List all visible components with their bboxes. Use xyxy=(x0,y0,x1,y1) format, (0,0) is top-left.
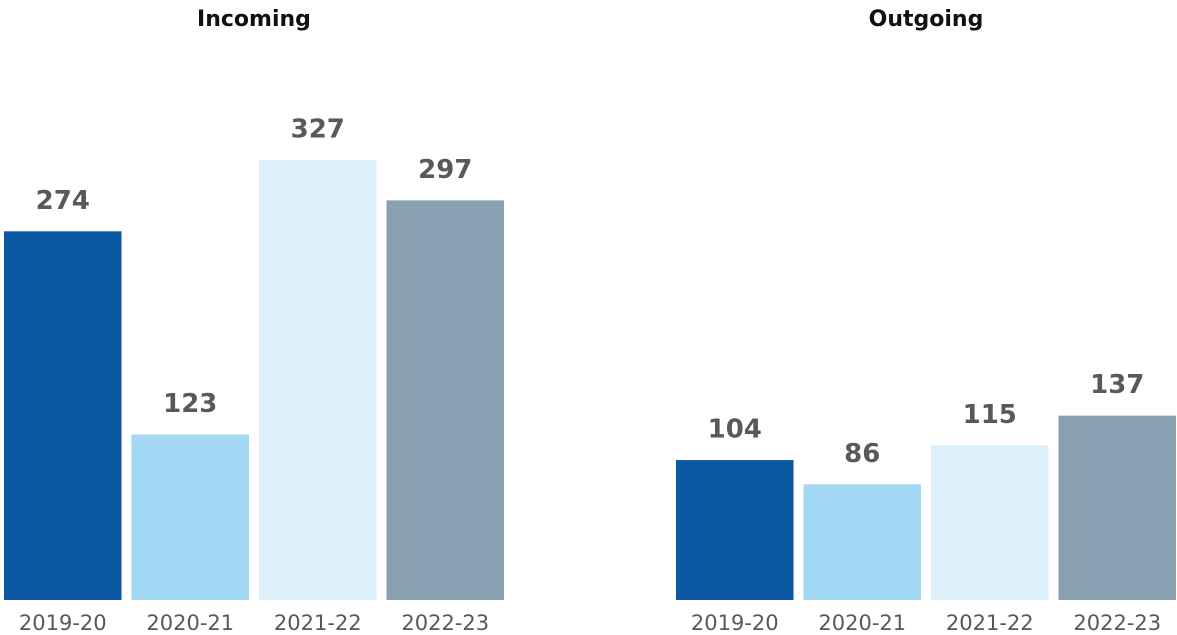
x-tick-label: 2022-23 xyxy=(1073,611,1161,635)
value-label: 104 xyxy=(708,415,762,445)
bar xyxy=(931,445,1049,600)
value-label: 123 xyxy=(163,389,217,419)
bar xyxy=(4,231,122,600)
x-tick-label: 2020-21 xyxy=(818,611,906,635)
bar xyxy=(803,484,921,600)
value-label: 137 xyxy=(1090,370,1144,400)
bar xyxy=(1058,415,1176,600)
value-label: 327 xyxy=(291,115,345,145)
value-label: 86 xyxy=(844,439,880,469)
x-tick-label: 2022-23 xyxy=(401,611,489,635)
bar xyxy=(676,460,794,600)
x-tick-label: 2021-22 xyxy=(946,611,1034,635)
x-tick-label: 2020-21 xyxy=(146,611,234,635)
chart-title: Incoming xyxy=(197,7,311,32)
bar xyxy=(131,434,249,600)
chart-title: Outgoing xyxy=(869,7,984,32)
x-tick-label: 2019-20 xyxy=(691,611,779,635)
bar xyxy=(386,200,504,600)
bar xyxy=(259,160,377,600)
value-label: 274 xyxy=(36,186,90,216)
x-tick-label: 2019-20 xyxy=(19,611,107,635)
x-tick-label: 2021-22 xyxy=(274,611,362,635)
value-label: 115 xyxy=(963,400,1017,430)
value-label: 297 xyxy=(418,155,472,185)
